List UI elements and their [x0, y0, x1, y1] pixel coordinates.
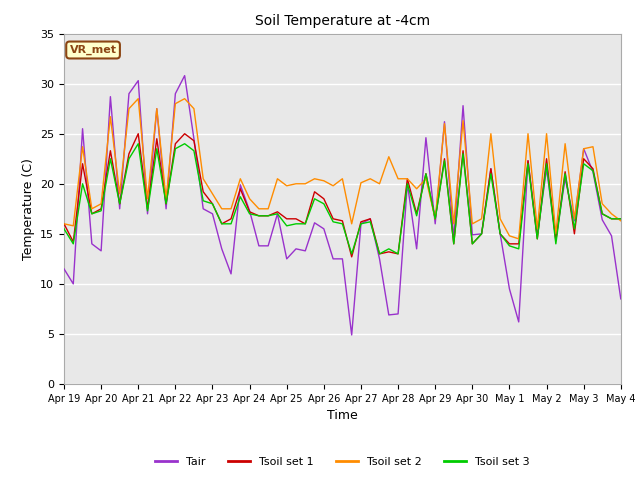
- Text: VR_met: VR_met: [70, 45, 116, 55]
- Legend: Tair, Tsoil set 1, Tsoil set 2, Tsoil set 3: Tair, Tsoil set 1, Tsoil set 2, Tsoil se…: [150, 453, 534, 471]
- X-axis label: Time: Time: [327, 409, 358, 422]
- Title: Soil Temperature at -4cm: Soil Temperature at -4cm: [255, 14, 430, 28]
- Y-axis label: Temperature (C): Temperature (C): [22, 158, 35, 260]
